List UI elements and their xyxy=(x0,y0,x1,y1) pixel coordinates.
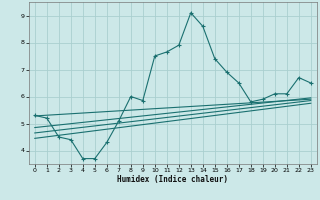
X-axis label: Humidex (Indice chaleur): Humidex (Indice chaleur) xyxy=(117,175,228,184)
